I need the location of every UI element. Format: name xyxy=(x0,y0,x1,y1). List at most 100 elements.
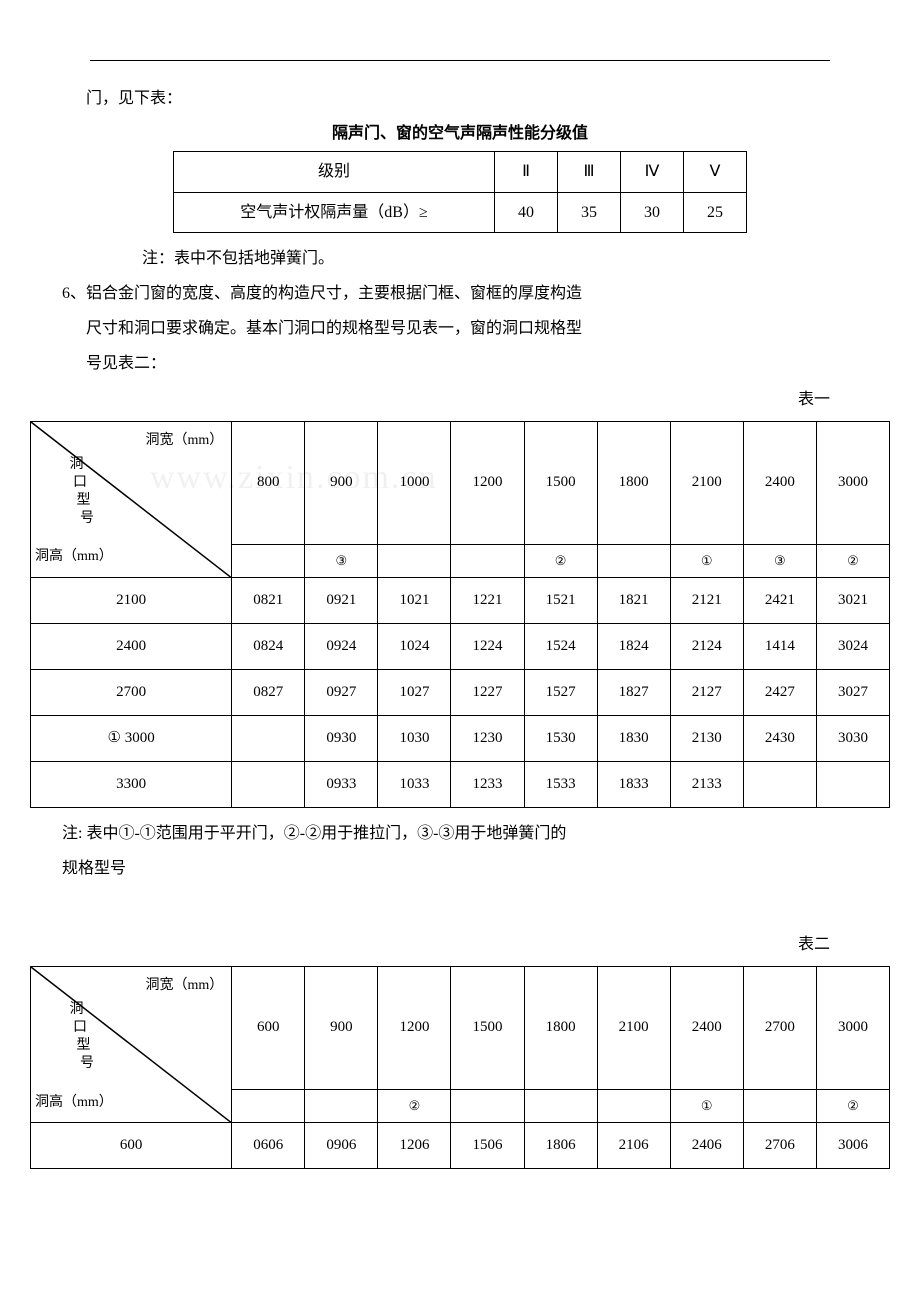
mark: ② xyxy=(816,544,889,578)
cell: 1524 xyxy=(524,624,597,670)
row-header: 2700 xyxy=(31,670,232,716)
mark xyxy=(378,544,451,578)
mark: ① xyxy=(670,1089,743,1123)
cell: 0906 xyxy=(305,1123,378,1169)
cell xyxy=(743,762,816,808)
mark xyxy=(451,1089,524,1123)
cell: 0924 xyxy=(305,624,378,670)
cell: 2133 xyxy=(670,762,743,808)
cell: 1227 xyxy=(451,670,524,716)
section6-line3: 号见表二： xyxy=(30,346,890,381)
head-cell: 1800 xyxy=(597,421,670,544)
section6-line2: 尺寸和洞口要求确定。基本门洞口的规格型号见表一，窗的洞口规格型 xyxy=(30,311,890,346)
cell: 1033 xyxy=(378,762,451,808)
intro-line: 门，见下表： xyxy=(30,81,890,116)
cell: 0927 xyxy=(305,670,378,716)
cell: 空气声计权隔声量（dB）≥ xyxy=(174,192,495,232)
cell: 1024 xyxy=(378,624,451,670)
head-cell: 1000 xyxy=(378,421,451,544)
head-cell: 2400 xyxy=(670,966,743,1089)
cell: Ⅴ xyxy=(684,152,747,192)
mark xyxy=(597,1089,670,1123)
cell: 2106 xyxy=(597,1123,670,1169)
head-cell: 2100 xyxy=(597,966,670,1089)
mark: ③ xyxy=(743,544,816,578)
row-header: ① 3000 xyxy=(31,716,232,762)
head-cell: 800 xyxy=(232,421,305,544)
t1-note-b: 规格型号 xyxy=(30,851,890,886)
cell: 0606 xyxy=(232,1123,305,1169)
small-table-title: 隔声门、窗的空气声隔声性能分级值 xyxy=(30,116,890,151)
cell: 1506 xyxy=(451,1123,524,1169)
cell xyxy=(232,716,305,762)
cell: 2406 xyxy=(670,1123,743,1169)
small-note: 注：表中不包括地弹簧门。 xyxy=(30,241,890,276)
head-cell: 1500 xyxy=(451,966,524,1089)
cell xyxy=(232,762,305,808)
head-cell: 600 xyxy=(232,966,305,1089)
cell: 1530 xyxy=(524,716,597,762)
cell: 1806 xyxy=(524,1123,597,1169)
cell: 3006 xyxy=(816,1123,889,1169)
cell: 1824 xyxy=(597,624,670,670)
cell: 1224 xyxy=(451,624,524,670)
cell: 0827 xyxy=(232,670,305,716)
cell: 2430 xyxy=(743,716,816,762)
head-cell: 2700 xyxy=(743,966,816,1089)
cell: 2706 xyxy=(743,1123,816,1169)
head-cell: 1500 xyxy=(524,421,597,544)
head-cell: 3000 xyxy=(816,966,889,1089)
cell: 1533 xyxy=(524,762,597,808)
head-cell: 1200 xyxy=(378,966,451,1089)
cell: 1021 xyxy=(378,578,451,624)
table2-label: 表二 xyxy=(30,927,890,962)
cell: 1221 xyxy=(451,578,524,624)
cell xyxy=(816,762,889,808)
table1-label: 表一 xyxy=(30,382,890,417)
head-cell: 900 xyxy=(305,966,378,1089)
cell: Ⅳ xyxy=(621,152,684,192)
cell: 1827 xyxy=(597,670,670,716)
cell: 0824 xyxy=(232,624,305,670)
t1-note-a: 注: 表中①-①范围用于平开门，②-②用于推拉门，③-③用于地弹簧门的 xyxy=(30,816,890,851)
mark xyxy=(232,544,305,578)
mark xyxy=(524,1089,597,1123)
cell: 2130 xyxy=(670,716,743,762)
cell: 0933 xyxy=(305,762,378,808)
mark: ② xyxy=(378,1089,451,1123)
sound-table: 级别 Ⅱ Ⅲ Ⅳ Ⅴ 空气声计权隔声量（dB）≥ 40 35 30 25 xyxy=(173,151,747,232)
cell: 3024 xyxy=(816,624,889,670)
cell: 1821 xyxy=(597,578,670,624)
head-cell: 1200 xyxy=(451,421,524,544)
cell: 1414 xyxy=(743,624,816,670)
cell: 35 xyxy=(558,192,621,232)
mark: ② xyxy=(816,1089,889,1123)
row-header: 2100 xyxy=(31,578,232,624)
head-cell: 2400 xyxy=(743,421,816,544)
cell: 1230 xyxy=(451,716,524,762)
cell: 25 xyxy=(684,192,747,232)
cell: 1233 xyxy=(451,762,524,808)
table1: 洞宽（mm） 洞 口 型 号 洞高（mm） 800 900 1000 1200 … xyxy=(30,421,890,809)
cell: Ⅲ xyxy=(558,152,621,192)
head-cell: 2100 xyxy=(670,421,743,544)
cell: Ⅱ xyxy=(495,152,558,192)
table2: 洞宽（mm） 洞 口 型 号 洞高（mm） 600 900 1200 1500 … xyxy=(30,966,890,1170)
row-header: 2400 xyxy=(31,624,232,670)
cell: 1833 xyxy=(597,762,670,808)
cell: 30 xyxy=(621,192,684,232)
diag-header: 洞宽（mm） 洞 口 型 号 洞高（mm） xyxy=(31,421,232,578)
cell: 0821 xyxy=(232,578,305,624)
cell: 3027 xyxy=(816,670,889,716)
cell: 1027 xyxy=(378,670,451,716)
cell: 3021 xyxy=(816,578,889,624)
mark: ① xyxy=(670,544,743,578)
cell: 0930 xyxy=(305,716,378,762)
row-header: 3300 xyxy=(31,762,232,808)
cell: 2421 xyxy=(743,578,816,624)
cell: 0921 xyxy=(305,578,378,624)
diag-header: 洞宽（mm） 洞 口 型 号 洞高（mm） xyxy=(31,966,232,1123)
row-header: 600 xyxy=(31,1123,232,1169)
mark: ③ xyxy=(305,544,378,578)
mark xyxy=(743,1089,816,1123)
